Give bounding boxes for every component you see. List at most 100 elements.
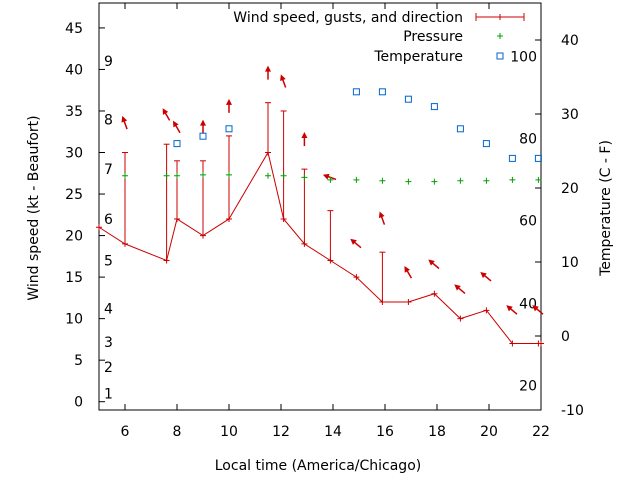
pressure-point [163, 172, 170, 179]
temperature-point [225, 125, 233, 133]
wind-direction-arrow [200, 119, 206, 134]
pressure-point [301, 174, 308, 181]
legend-wind-marker [497, 14, 503, 20]
pressure-point [405, 178, 412, 185]
beaufort-label: 7 [104, 162, 113, 178]
wind-direction-arrow [428, 259, 440, 270]
legend-temperature-marker [496, 52, 504, 60]
fahrenheit-label: 100 [510, 49, 537, 65]
wind-direction-arrow [378, 211, 386, 225]
y-right-tick-label: 40 [561, 33, 579, 49]
wind-speed-point [538, 340, 544, 347]
pressure-point [379, 177, 386, 184]
y-left-tick-label: 10 [65, 312, 83, 328]
y-left-tick-label: 15 [65, 270, 83, 286]
legend-label: Temperature [373, 49, 463, 65]
y-left-tick-label: 5 [74, 353, 83, 369]
wind-speed-point [457, 315, 464, 322]
pressure-point [431, 178, 438, 185]
wind-speed-point [353, 274, 360, 281]
y-left-tick-label: 45 [65, 21, 83, 37]
wind-direction-arrow [322, 173, 337, 181]
wind-direction-arrow [480, 271, 492, 282]
x-tick-label: 12 [272, 424, 290, 440]
beaufort-label: 6 [104, 212, 113, 228]
wind-speed-point [405, 299, 412, 306]
wind-speed-point [483, 307, 490, 314]
wind-speed-point [509, 340, 516, 347]
wind-direction-arrow [226, 98, 232, 113]
x-tick-label: 8 [173, 424, 182, 440]
wind-direction-arrow [162, 108, 171, 121]
fahrenheit-label: 20 [519, 379, 537, 395]
temperature-point [534, 154, 542, 162]
wind-direction-arrow [404, 266, 413, 279]
x-tick-label: 18 [428, 424, 446, 440]
wind-direction-arrow [301, 132, 308, 147]
beaufort-label: 8 [104, 112, 113, 128]
temperature-point [173, 140, 181, 148]
legend-label: Pressure [403, 29, 463, 45]
y-right-tick-label: 0 [561, 329, 570, 345]
x-tick-label: 6 [121, 424, 130, 440]
wind-speed-line [98, 151, 541, 345]
y-right-tick-label: 30 [561, 107, 579, 123]
pressure-point [265, 172, 271, 179]
temperature-point [378, 88, 386, 96]
legend-pressure-marker [497, 33, 503, 39]
x-axis-label: Local time (America/Chicago) [215, 458, 421, 474]
temperature-point [404, 95, 412, 103]
wind-direction-arrow [532, 305, 544, 315]
plot-frame [98, 2, 542, 411]
wind-direction-arrow [121, 115, 128, 130]
pressure-point [483, 177, 490, 184]
wind-direction-arrow [265, 65, 271, 80]
pressure-point [353, 176, 360, 183]
y-axis-left-label: Wind speed (kt - Beaufort) [26, 115, 42, 300]
x-tick-label: 16 [376, 424, 394, 440]
wind-direction-arrow [454, 284, 466, 294]
pressure-point [457, 177, 464, 184]
pressure-point [509, 176, 516, 183]
temperature-point [430, 103, 438, 111]
wind-speed-point [431, 290, 438, 297]
y-left-tick-label: 30 [65, 146, 83, 162]
fahrenheit-label: 40 [519, 296, 537, 312]
beaufort-label: 4 [104, 302, 113, 318]
x-tick-label: 14 [324, 424, 342, 440]
wind-speed-point [96, 224, 102, 231]
y-right-tick-label: 10 [561, 255, 579, 271]
wind-direction-arrow [173, 120, 181, 134]
x-tick-label: 20 [480, 424, 498, 440]
y-left-tick-label: 40 [65, 62, 83, 78]
temperature-point [352, 88, 360, 96]
wind-direction-arrow [350, 238, 362, 249]
y-axis-right-label: Temperature (C - F) [598, 140, 614, 277]
x-tick-label: 10 [220, 424, 238, 440]
beaufort-label: 3 [104, 335, 113, 351]
pressure-point [226, 171, 232, 178]
wind-direction-arrow [506, 305, 518, 315]
beaufort-label: 9 [104, 54, 113, 70]
temperature-point [482, 140, 490, 148]
legend-label: Wind speed, gusts, and direction [233, 10, 463, 26]
pressure-point [174, 172, 180, 179]
y-left-tick-label: 20 [65, 229, 83, 245]
y-left-tick-label: 25 [65, 187, 83, 203]
y-right-tick-label: 20 [561, 181, 579, 197]
pressure-point [122, 172, 128, 179]
y-left-tick-label: 35 [65, 104, 83, 120]
pressure-point [327, 176, 334, 183]
fahrenheit-label: 60 [519, 214, 537, 230]
y-right-tick-label: -10 [561, 403, 584, 419]
beaufort-label: 2 [104, 360, 113, 376]
temperature-point [456, 125, 464, 133]
x-tick-label: 22 [532, 424, 550, 440]
fahrenheit-label: 80 [519, 131, 537, 147]
beaufort-label: 1 [104, 386, 113, 402]
temperature-point [508, 154, 516, 162]
pressure-point [535, 176, 542, 183]
pressure-point [200, 171, 206, 178]
temperature-point [199, 132, 207, 140]
